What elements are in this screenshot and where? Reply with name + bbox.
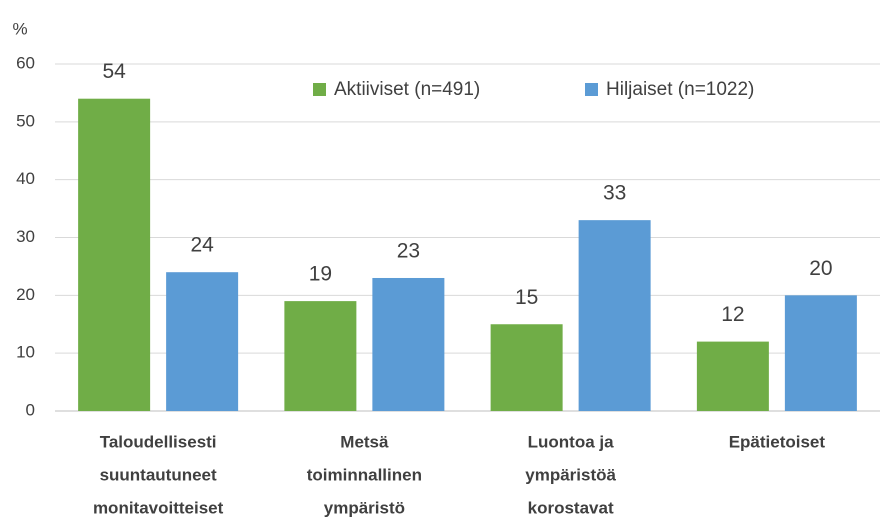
x-tick-label: Epätietoiset <box>729 432 826 451</box>
bar <box>490 324 563 411</box>
x-tick-label: suuntautuneet <box>100 465 217 484</box>
y-tick-label: 60 <box>16 53 35 72</box>
x-tick-label: Taloudellisesti <box>100 432 217 451</box>
x-tick-label: ympäristö <box>324 498 405 517</box>
x-tick-label: ympäristöä <box>525 465 616 484</box>
data-label: 12 <box>721 303 744 326</box>
legend-swatch <box>585 83 598 96</box>
x-tick-label: Luontoa ja <box>528 432 614 451</box>
legend-label: Hiljaiset (n=1022) <box>606 79 754 100</box>
data-label: 15 <box>515 286 538 309</box>
y-tick-label: 50 <box>16 111 35 130</box>
data-label: 20 <box>809 257 832 280</box>
bar <box>78 98 151 411</box>
x-tick-label: monitavoitteiset <box>93 498 224 517</box>
y-tick-label: 0 <box>26 400 35 419</box>
data-label: 33 <box>603 182 626 205</box>
x-tick-label: Metsä <box>340 432 389 451</box>
bar <box>696 341 769 411</box>
data-label: 23 <box>397 240 420 263</box>
data-label: 24 <box>190 234 214 257</box>
bar <box>784 295 857 411</box>
legend-label: Aktiiviset (n=491) <box>334 79 480 100</box>
bar <box>166 272 239 411</box>
y-tick-label: 40 <box>16 169 35 188</box>
bar <box>284 301 357 411</box>
x-tick-label: toiminnallinen <box>307 465 422 484</box>
data-label: 19 <box>309 263 332 286</box>
y-tick-label: 20 <box>16 285 35 304</box>
legend-swatch <box>313 83 326 96</box>
data-label: 54 <box>102 60 126 83</box>
y-tick-label: 10 <box>16 343 35 362</box>
bar <box>578 220 651 411</box>
x-tick-label: korostavat <box>528 498 614 517</box>
y-tick-label: 30 <box>16 227 35 246</box>
y-axis-label: % <box>12 19 27 38</box>
bar <box>372 277 445 411</box>
